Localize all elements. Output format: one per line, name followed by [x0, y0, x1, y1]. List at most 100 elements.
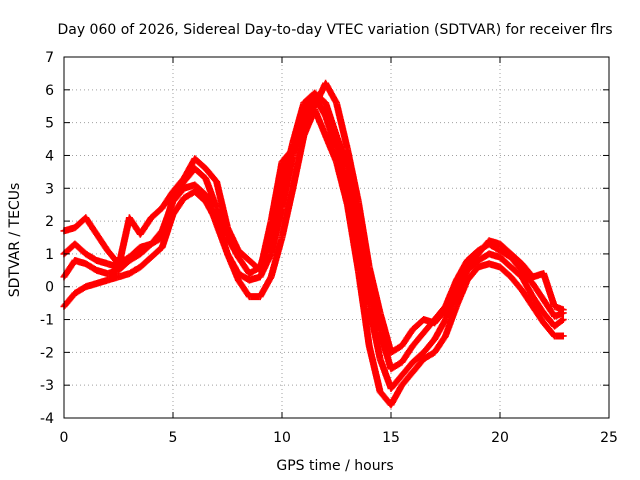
data-point-run: [366, 304, 384, 361]
data-point-run: [322, 133, 340, 165]
data-point-run: [213, 179, 231, 230]
data-point-run: [497, 264, 514, 280]
plot-frame: [63, 56, 610, 419]
y-tick-label: -4: [40, 411, 54, 427]
x-tick-label: 5: [169, 430, 178, 446]
data-point-run: [475, 238, 492, 257]
data-point-run: [431, 317, 449, 342]
data-point-run: [235, 277, 252, 299]
data-point-run: [192, 156, 209, 172]
data-point-run: [497, 241, 514, 257]
data-point-run: [508, 251, 525, 267]
data-point-run: [159, 212, 176, 250]
data-point-run: [290, 120, 307, 151]
data-point-run: [421, 336, 438, 355]
data-point-run: [388, 343, 404, 355]
data-point-run: [377, 330, 394, 371]
x-tick-label: 25: [600, 430, 618, 446]
data-point-run: [236, 248, 252, 263]
data-point-run: [431, 333, 449, 355]
data-point-run: [442, 291, 460, 322]
data-point-run: [442, 284, 460, 312]
data-point-run: [355, 199, 373, 269]
y-tick-label: 1: [45, 247, 54, 263]
data-point-run: [159, 196, 177, 240]
data-point-run: [464, 258, 481, 273]
data-point-run: [224, 235, 242, 260]
data-point-run: [432, 307, 448, 326]
data-layer: [60, 79, 567, 409]
data-point-run: [530, 294, 547, 316]
data-point-run: [202, 192, 220, 227]
x-tick-label: 0: [60, 430, 69, 446]
data-point-run: [61, 291, 78, 309]
data-point-run: [224, 251, 242, 276]
data-point-run: [278, 186, 297, 240]
data-point-run: [235, 255, 252, 276]
data-point-run: [127, 244, 143, 260]
x-tick-label: 15: [382, 430, 400, 446]
data-point-run: [213, 205, 231, 240]
data-point-run: [61, 258, 78, 280]
data-point-run: [333, 146, 351, 191]
data-point-run: [388, 383, 405, 408]
data-point-run: [355, 268, 373, 348]
data-point-run: [541, 320, 557, 339]
data-point-run: [257, 219, 275, 273]
data-point-run: [453, 261, 471, 289]
data-point-run: [159, 189, 176, 211]
data-point-run: [213, 222, 231, 256]
data-point-run: [497, 254, 514, 270]
data-point-run: [83, 215, 100, 237]
data-point-run: [322, 114, 340, 151]
data-point-run: [94, 232, 111, 253]
x-tick-label: 20: [491, 430, 509, 446]
data-point-run: [410, 330, 427, 349]
data-point-run: [366, 343, 384, 394]
data-point-run: [268, 235, 286, 279]
data-point-run: [322, 100, 340, 138]
data-point-run: [366, 284, 384, 335]
data-point: [559, 306, 567, 314]
data-point-run: [519, 268, 536, 286]
data-point-run: [181, 156, 198, 181]
data-point-run: [137, 215, 154, 237]
data-point-run: [224, 225, 242, 253]
data-point-run: [344, 166, 362, 223]
data-point-run: [519, 287, 536, 309]
data-point-run: [137, 254, 154, 270]
data-point-run: [508, 264, 525, 280]
data-point-run: [333, 101, 351, 151]
data-point-run: [127, 264, 143, 277]
data-point-run: [192, 166, 209, 181]
y-axis-label: SDTVAR / TECUs: [7, 183, 23, 298]
data-point-run: [83, 261, 99, 273]
data-point-run: [399, 327, 416, 348]
data-point-run: [453, 278, 471, 309]
axis-layer: 0 5 10 15 20 25 -4 -3 -2 -1 0 1 2 3 4 5 6 7: [40, 50, 618, 446]
data-point-run: [267, 160, 286, 223]
data-point-run: [421, 349, 437, 362]
data-point-run: [311, 107, 329, 138]
data-point-run: [72, 241, 89, 257]
data-point-run: [148, 205, 165, 221]
data-point-run: [541, 310, 557, 329]
data-point-run: [170, 176, 187, 194]
data-point-run: [552, 317, 566, 329]
data-point-run: [115, 215, 133, 269]
y-tick-label: 0: [45, 280, 54, 296]
x-axis-label: GPS time / hours: [276, 458, 393, 474]
data-point-run: [442, 304, 460, 338]
data-point-run: [519, 274, 536, 299]
data-point-run: [399, 343, 416, 365]
data-point-run: [366, 265, 384, 315]
y-tick-label: -3: [40, 378, 54, 394]
data-point-run: [540, 297, 558, 319]
data-point-run: [333, 160, 351, 207]
y-tick-label: -2: [40, 345, 54, 361]
y-tick-label: 2: [45, 214, 54, 230]
data-point-run: [464, 251, 481, 267]
data-point-run: [399, 369, 416, 388]
